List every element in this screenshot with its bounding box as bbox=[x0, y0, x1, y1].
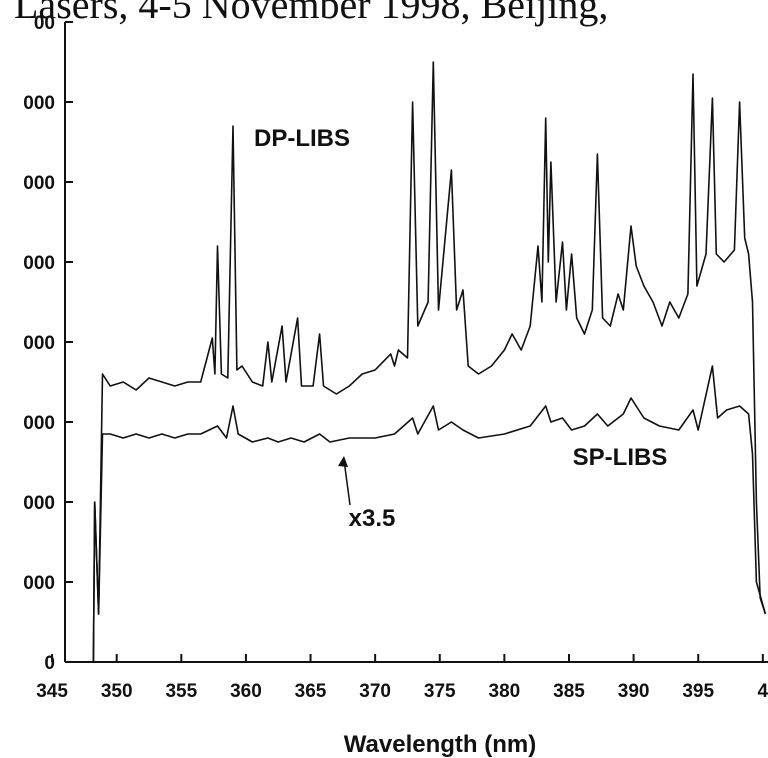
y-tick-label: 000 bbox=[23, 493, 55, 514]
x-tick-label: 385 bbox=[553, 681, 585, 702]
y-tick-label: 000 bbox=[23, 333, 55, 354]
x-tick-label: 345 bbox=[36, 681, 68, 702]
x-tick-label: 390 bbox=[618, 681, 650, 702]
series-label: DP-LIBS bbox=[254, 125, 350, 152]
y-tick-label: 000 bbox=[23, 93, 55, 114]
x-tick-label: 375 bbox=[424, 681, 456, 702]
x-tick-label: 395 bbox=[682, 681, 714, 702]
x-axis-label: Wavelength (nm) bbox=[344, 731, 536, 758]
y-tick-label: 000 bbox=[23, 173, 55, 194]
annotation-arrow bbox=[343, 459, 351, 506]
x-tick-label: 370 bbox=[359, 681, 391, 702]
x-tick-label: 380 bbox=[489, 681, 521, 702]
y-tick-label: 0 bbox=[44, 653, 55, 674]
caption: Lasers, 4-5 November 1998, Beijing, bbox=[14, 0, 608, 27]
annotation: x3.5 bbox=[349, 505, 396, 532]
x-tick-label: 365 bbox=[295, 681, 327, 702]
y-tick-label: 00 bbox=[34, 13, 55, 34]
spectrum-line bbox=[92, 365, 767, 663]
spectrum-line bbox=[92, 61, 767, 663]
y-tick-label: 000 bbox=[23, 573, 55, 594]
x-tick-label: 355 bbox=[165, 681, 197, 702]
arrow-head bbox=[338, 456, 348, 467]
x-tick-label: 350 bbox=[101, 681, 133, 702]
series-label: SP-LIBS bbox=[573, 444, 668, 471]
x-tick-label: 4 bbox=[758, 681, 768, 702]
y-tick-label: 000 bbox=[23, 413, 55, 434]
x-tick-label: 360 bbox=[230, 681, 262, 702]
y-tick-label: 000 bbox=[23, 253, 55, 274]
